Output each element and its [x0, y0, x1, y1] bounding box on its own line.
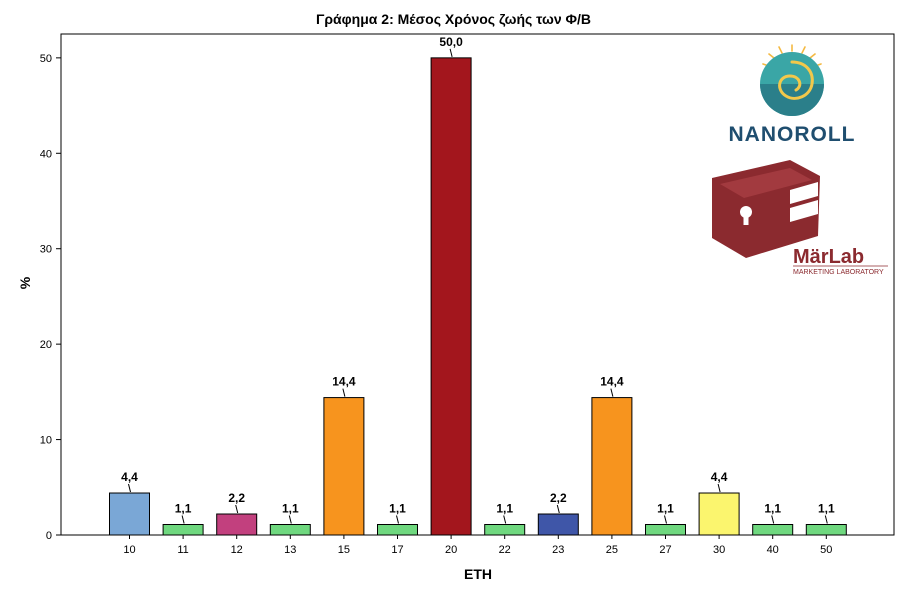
x-tick-label: 40 [767, 544, 779, 556]
data-label: 1,1 [389, 502, 406, 516]
bar [269, 524, 311, 536]
x-axis: 10 11 12 13 15 17 20 22 23 25 27 30 40 50 [123, 535, 832, 556]
bars: 4,4 1,1 2,2 1,1 14,4 1,1 50,0 1,1 2,2 14,4 1,1 4,4 1… [109, 35, 847, 536]
y-tick-label: 10 [40, 435, 52, 447]
x-tick-label: 22 [499, 544, 511, 556]
x-tick-label: 15 [338, 544, 350, 556]
x-tick-label: 27 [659, 544, 671, 556]
x-tick-label: 20 [445, 544, 457, 556]
x-tick-label: 50 [820, 544, 832, 556]
data-label: 1,1 [818, 502, 835, 516]
data-label-leader [556, 504, 560, 514]
data-label: 1,1 [282, 502, 299, 516]
bar [591, 397, 633, 536]
bar [216, 513, 258, 536]
data-label-leader [181, 515, 185, 524]
x-tick-label: 25 [606, 544, 618, 556]
keyhole-icon [740, 206, 752, 225]
data-label: 1,1 [764, 502, 781, 516]
x-tick-label: 13 [284, 544, 296, 556]
marlab-logo-subtitle: MARKETING LABORATORY [793, 269, 884, 276]
y-tick-label: 50 [40, 53, 52, 65]
data-label: 50,0 [439, 35, 463, 49]
bar [430, 57, 472, 536]
bar [377, 524, 418, 536]
data-label-leader [610, 388, 614, 397]
bar [162, 524, 204, 536]
data-label: 4,4 [121, 470, 138, 484]
marlab-logo: MärLab MARKETING LABORATORY [712, 160, 888, 276]
bar [109, 492, 150, 536]
bar [484, 524, 526, 536]
data-label-leader [664, 515, 667, 524]
plot-area [60, 33, 895, 536]
y-tick-label: 0 [46, 530, 52, 542]
x-tick-label: 11 [177, 544, 188, 556]
y-tick-label: 20 [40, 339, 52, 351]
data-label-leader [128, 483, 131, 493]
x-axis-label: ΕΤΗ [464, 566, 492, 582]
bar [645, 524, 686, 536]
nanoroll-logo: NANOROLL [729, 44, 856, 146]
data-label-leader [288, 515, 292, 524]
y-axis-label: % [17, 276, 33, 289]
data-label: 2,2 [228, 491, 245, 505]
data-label-leader [717, 483, 721, 493]
data-label: 14,4 [332, 375, 356, 389]
bar [805, 524, 847, 536]
data-label: 1,1 [496, 502, 513, 516]
data-label-leader [503, 515, 507, 524]
data-label-leader [824, 515, 828, 524]
data-label-leader [342, 388, 346, 397]
y-axis: 0 10 20 30 40 50 [40, 53, 61, 542]
marlab-logo-text: MärLab [793, 246, 864, 268]
data-label: 14,4 [600, 375, 624, 389]
nanoroll-logo-text: NANOROLL [729, 123, 856, 146]
bar [698, 492, 740, 536]
y-tick-label: 30 [40, 244, 52, 256]
bar [537, 513, 579, 536]
data-label-leader [235, 504, 239, 514]
bar [323, 397, 365, 536]
x-tick-label: 23 [552, 544, 564, 556]
y-tick-label: 40 [40, 148, 52, 160]
data-label: 1,1 [175, 502, 192, 516]
x-tick-label: 10 [123, 544, 135, 556]
data-label-leader [771, 515, 775, 524]
x-tick-label: 30 [713, 544, 725, 556]
data-label-leader [449, 48, 453, 57]
chart-title: Γράφημα 2: Μέσος Χρόνος ζωής των Φ/Β [315, 11, 592, 27]
data-label: 2,2 [550, 491, 567, 505]
data-label-leader [396, 515, 399, 524]
x-tick-label: 12 [231, 544, 243, 556]
data-label: 4,4 [711, 470, 728, 484]
bar [752, 524, 794, 536]
data-label: 1,1 [657, 502, 674, 516]
x-tick-label: 17 [391, 544, 403, 556]
